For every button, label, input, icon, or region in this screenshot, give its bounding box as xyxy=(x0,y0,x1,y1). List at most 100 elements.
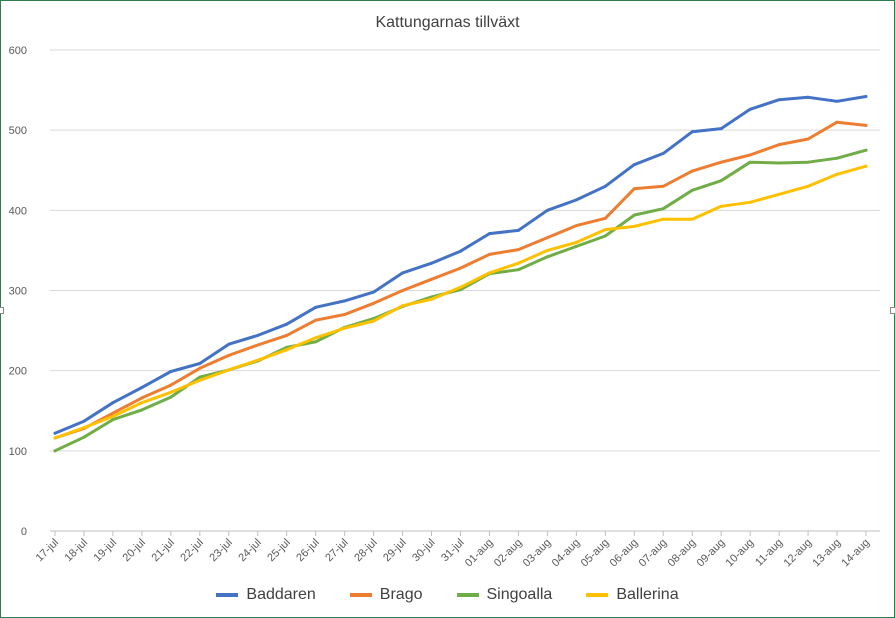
x-tick-label: 02-aug xyxy=(492,537,525,570)
data-point-ballerina xyxy=(574,240,578,244)
y-tick-label: 600 xyxy=(9,45,27,57)
data-point-singoalla xyxy=(835,156,839,160)
data-point-brago xyxy=(198,366,202,370)
data-point-singoalla xyxy=(53,449,57,453)
data-point-singoalla xyxy=(632,213,636,217)
y-tick-label: 500 xyxy=(9,125,27,137)
data-point-ballerina xyxy=(198,378,202,382)
data-point-baddaren xyxy=(777,98,781,102)
x-tick-label: 25-jul xyxy=(265,537,293,565)
data-point-baddaren xyxy=(82,419,86,423)
data-point-ballerina xyxy=(140,401,144,405)
data-point-brago xyxy=(459,266,462,270)
legend-label-baddaren: Baddaren xyxy=(246,586,316,603)
data-point-brago xyxy=(487,252,491,256)
y-tick-label: 200 xyxy=(9,366,27,378)
data-point-ballerina xyxy=(82,426,86,430)
data-point-singoalla xyxy=(516,268,520,272)
data-point-ballerina xyxy=(748,200,752,204)
data-point-ballerina xyxy=(111,414,115,418)
data-point-ballerina xyxy=(430,297,434,301)
legend-swatch-brago xyxy=(349,593,372,597)
data-point-brago xyxy=(430,277,434,281)
x-tick-label: 30-jul xyxy=(410,537,438,565)
data-point-brago xyxy=(227,353,231,357)
data-point-brago xyxy=(169,383,173,387)
data-point-ballerina xyxy=(227,368,231,372)
data-point-baddaren xyxy=(806,95,810,99)
data-point-brago xyxy=(314,318,318,322)
resize-handle-left[interactable] xyxy=(0,307,4,314)
data-point-baddaren xyxy=(53,431,57,435)
x-tick-label: 13-aug xyxy=(810,537,843,570)
chart-title: Kattungarnas tillväxt xyxy=(375,14,520,31)
data-point-ballerina xyxy=(806,184,810,188)
legend-swatch-singoalla xyxy=(456,593,479,597)
data-point-ballerina xyxy=(372,319,376,323)
x-tick-label: 01-aug xyxy=(463,537,496,570)
data-point-ballerina xyxy=(487,271,491,275)
data-point-baddaren xyxy=(545,208,549,212)
x-tick-label: 23-jul xyxy=(207,537,235,565)
data-point-singoalla xyxy=(314,340,318,344)
data-point-baddaren xyxy=(343,299,347,303)
data-point-ballerina xyxy=(545,248,549,252)
resize-handle-right[interactable] xyxy=(890,307,895,314)
data-point-brago xyxy=(285,333,289,337)
data-point-brago xyxy=(690,169,694,173)
data-point-ballerina xyxy=(603,228,607,232)
data-point-brago xyxy=(256,343,260,347)
x-tick-label: 28-jul xyxy=(352,537,380,565)
x-tick-label: 22-jul xyxy=(178,537,206,565)
data-point-brago xyxy=(111,411,115,415)
data-point-brago xyxy=(516,248,520,252)
x-tick-label: 06-aug xyxy=(608,537,641,570)
data-point-singoalla xyxy=(690,188,694,192)
y-tick-label: 0 xyxy=(21,526,27,538)
data-point-singoalla xyxy=(545,255,549,259)
data-point-ballerina xyxy=(53,436,57,440)
data-point-baddaren xyxy=(314,305,318,309)
data-point-baddaren xyxy=(198,361,202,365)
x-tick-label: 27-jul xyxy=(323,537,351,565)
data-point-ballerina xyxy=(777,192,781,196)
data-point-baddaren xyxy=(864,94,868,98)
data-point-brago xyxy=(719,160,723,164)
legend-item-brago: Brago xyxy=(349,586,423,604)
data-point-baddaren xyxy=(227,342,231,346)
x-tick-label: 05-aug xyxy=(579,537,612,570)
data-point-brago xyxy=(632,187,636,191)
data-point-singoalla xyxy=(603,234,607,238)
data-point-singoalla xyxy=(806,160,810,164)
data-point-ballerina xyxy=(835,172,839,176)
data-point-ballerina xyxy=(516,261,520,265)
legend-item-baddaren: Baddaren xyxy=(216,586,316,604)
data-point-brago xyxy=(140,396,144,400)
data-point-ballerina xyxy=(285,348,289,352)
x-tick-label: 09-aug xyxy=(695,537,728,570)
data-point-baddaren xyxy=(632,163,636,167)
data-point-baddaren xyxy=(748,107,752,111)
data-point-baddaren xyxy=(487,232,491,236)
data-point-brago xyxy=(545,236,549,240)
series-line-singoalla xyxy=(53,148,868,453)
x-tick-label: 14-aug xyxy=(839,537,872,570)
x-tick-label: 26-jul xyxy=(294,537,322,565)
data-point-brago xyxy=(603,216,607,220)
x-tick-label: 29-jul xyxy=(381,537,409,565)
data-point-brago xyxy=(748,153,752,157)
legend-item-singoalla: Singoalla xyxy=(456,586,552,604)
data-point-baddaren xyxy=(574,198,578,202)
x-tick-label: 04-aug xyxy=(550,537,583,570)
data-point-singoalla xyxy=(111,418,115,422)
data-point-singoalla xyxy=(140,408,144,412)
data-point-baddaren xyxy=(690,130,694,134)
data-point-singoalla xyxy=(198,375,202,379)
legend-swatch-baddaren xyxy=(216,593,239,597)
data-point-ballerina xyxy=(864,164,868,168)
data-point-baddaren xyxy=(372,290,376,294)
data-point-baddaren xyxy=(401,271,405,275)
data-point-singoalla xyxy=(661,207,665,211)
data-point-ballerina xyxy=(632,224,636,228)
